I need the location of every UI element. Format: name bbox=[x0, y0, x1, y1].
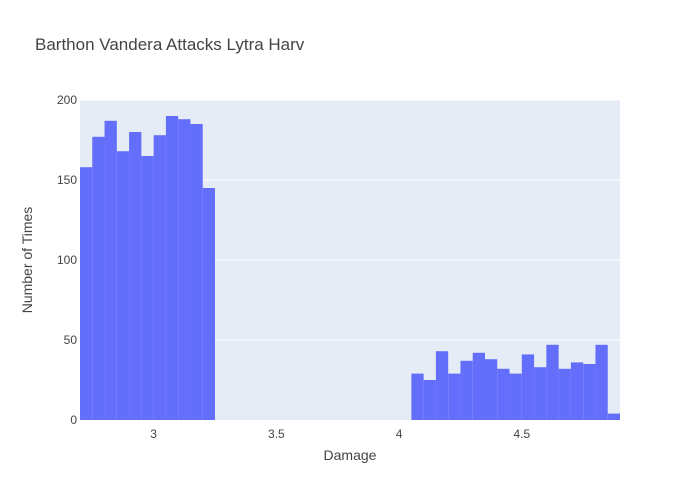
histogram-bar bbox=[153, 135, 166, 420]
histogram-bar bbox=[607, 413, 620, 420]
histogram-bar bbox=[570, 362, 584, 420]
histogram-bar bbox=[435, 351, 449, 420]
histogram-bar bbox=[92, 136, 105, 421]
histogram-bar bbox=[448, 373, 461, 420]
y-axis-ticks: 0 50 100 150 200 bbox=[57, 93, 77, 427]
histogram-bar bbox=[534, 367, 547, 420]
histogram-bar bbox=[141, 156, 154, 420]
chart-title: Barthon Vandera Attacks Lytra Harv bbox=[35, 35, 305, 54]
histogram-bar bbox=[595, 344, 608, 420]
histogram-bar bbox=[80, 167, 93, 420]
y-tick-label: 200 bbox=[57, 93, 77, 107]
histogram-bar bbox=[190, 124, 203, 420]
histogram-bar bbox=[178, 119, 191, 420]
x-tick-label: 4.5 bbox=[513, 427, 530, 441]
histogram-bar bbox=[509, 373, 522, 420]
histogram-bar bbox=[546, 344, 559, 420]
histogram-bar bbox=[129, 132, 142, 420]
y-tick-label: 0 bbox=[70, 413, 77, 427]
histogram-bar bbox=[202, 188, 215, 420]
histogram-bar bbox=[485, 359, 498, 420]
histogram-bar bbox=[558, 368, 571, 420]
y-tick-label: 150 bbox=[57, 173, 77, 187]
x-tick-label: 3 bbox=[150, 427, 157, 441]
x-axis-title: Damage bbox=[324, 447, 377, 463]
histogram-bar bbox=[521, 354, 535, 420]
histogram-bars bbox=[80, 116, 620, 421]
y-tick-label: 50 bbox=[64, 333, 78, 347]
x-tick-label: 3.5 bbox=[268, 427, 285, 441]
histogram-bar bbox=[472, 352, 485, 420]
x-axis-ticks: 3 3.5 4 4.5 bbox=[150, 427, 530, 441]
histogram-bar bbox=[583, 364, 596, 420]
histogram-bar bbox=[497, 368, 510, 420]
x-tick-label: 4 bbox=[396, 427, 403, 441]
histogram-bar bbox=[165, 116, 179, 420]
y-tick-label: 100 bbox=[57, 253, 77, 267]
histogram-bar bbox=[116, 151, 130, 420]
histogram-bar bbox=[104, 120, 117, 421]
histogram-bar bbox=[460, 360, 473, 420]
y-axis-title: Number of Times bbox=[19, 207, 35, 314]
histogram-bar bbox=[411, 373, 424, 420]
histogram-bar bbox=[423, 380, 436, 420]
